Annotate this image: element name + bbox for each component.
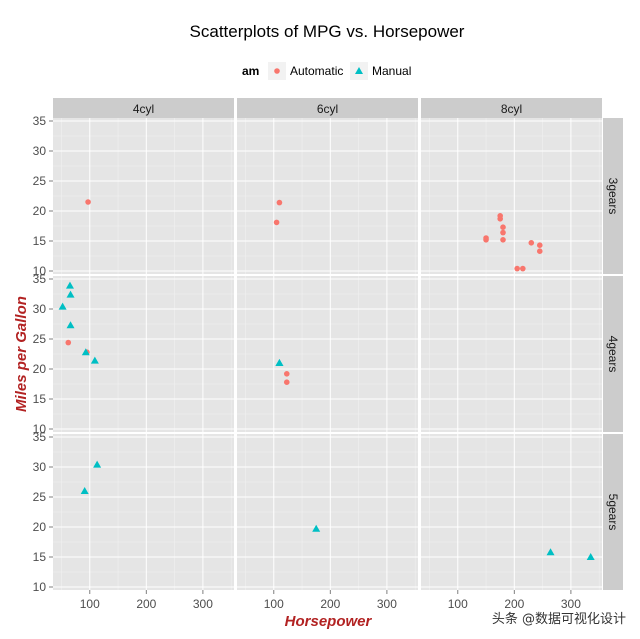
legend-title: am — [242, 64, 259, 78]
data-point-manual — [81, 348, 90, 356]
data-point-manual — [312, 524, 321, 532]
chart-title: Scatterplots of MPG vs. Horsepower — [190, 22, 465, 41]
y-tick-label: 10 — [33, 422, 47, 436]
data-point-manual — [546, 548, 555, 556]
data-point-automatic — [500, 237, 506, 243]
y-tick-label: 30 — [33, 144, 47, 158]
data-point-automatic — [514, 265, 520, 272]
y-axis-title: Miles per Gallon — [13, 296, 30, 412]
legend-label: Manual — [372, 64, 411, 78]
legend: am Automatic Manual — [242, 62, 411, 80]
facet-panels — [53, 118, 602, 590]
y-tick-label: 25 — [33, 174, 47, 188]
data-point-manual — [58, 302, 67, 310]
legend-marker-manual — [355, 67, 363, 74]
x-axis-title: Horsepower — [285, 613, 373, 630]
x-tick-label: 200 — [504, 597, 524, 611]
facet-strip-column — [421, 98, 602, 118]
y-tick-label: 35 — [33, 114, 47, 128]
data-point-automatic — [497, 213, 503, 219]
data-point-automatic — [528, 240, 535, 246]
y-tick-label: 20 — [33, 520, 47, 534]
facet-label-column: 8cyl — [501, 102, 522, 116]
y-tick-label: 15 — [33, 234, 47, 248]
data-point-manual — [93, 460, 102, 468]
x-tick-label: 200 — [136, 597, 156, 611]
facet-strip-column — [237, 98, 418, 118]
data-point-automatic — [500, 224, 506, 230]
y-tick-label: 15 — [33, 392, 47, 406]
y-tick-label: 20 — [33, 362, 47, 376]
data-point-automatic — [483, 237, 489, 243]
x-tick-label: 100 — [448, 597, 468, 611]
facet-strip-row — [603, 118, 623, 274]
facet-strip-row — [603, 276, 623, 432]
x-tick-label: 200 — [320, 597, 340, 611]
facet-label-column: 6cyl — [317, 102, 338, 116]
x-tick-label: 100 — [264, 597, 284, 611]
data-point-automatic — [273, 219, 280, 226]
data-point-automatic — [520, 265, 526, 272]
data-point-manual — [90, 356, 99, 364]
data-point-automatic — [536, 242, 543, 248]
data-point-manual — [66, 290, 75, 298]
data-point-automatic — [283, 371, 290, 377]
y-tick-label: 25 — [33, 332, 47, 346]
legend-marker-automatic — [274, 68, 280, 74]
facet-strips: 4cyl 6cyl 8cyl 3gears 4gears 5gears — [53, 98, 623, 590]
y-tick-label: 35 — [33, 272, 47, 286]
data-point-manual — [65, 281, 74, 289]
data-point-automatic — [536, 248, 543, 254]
facet-label-row: 4gears — [606, 336, 620, 373]
watermark-text: 头条 @数据可视化设计 — [491, 612, 626, 627]
y-tick-label: 15 — [33, 550, 47, 564]
legend-label: Automatic — [290, 64, 343, 78]
data-point-manual — [66, 321, 75, 329]
facet-label-row: 5gears — [606, 494, 620, 531]
data-points — [58, 199, 595, 560]
data-point-manual — [275, 359, 284, 366]
facet-label-column: 4cyl — [133, 102, 154, 116]
facet-strip-column — [53, 98, 234, 118]
data-point-automatic — [500, 229, 506, 236]
facet-label-row: 3gears — [606, 178, 620, 215]
facet-strip-row — [603, 434, 623, 590]
x-tick-label: 300 — [561, 597, 581, 611]
x-tick-label: 300 — [377, 597, 397, 611]
y-tick-label: 20 — [33, 204, 47, 218]
data-point-automatic — [276, 199, 283, 206]
data-point-automatic — [65, 339, 72, 346]
data-point-manual — [80, 487, 89, 494]
y-tick-label: 10 — [33, 580, 47, 594]
x-tick-label: 100 — [80, 597, 100, 611]
x-tick-label: 300 — [193, 597, 213, 611]
y-tick-label: 30 — [33, 302, 47, 316]
data-point-manual — [586, 553, 595, 560]
y-tick-label: 30 — [33, 460, 47, 474]
data-point-automatic — [283, 379, 290, 386]
data-point-automatic — [85, 199, 91, 205]
y-tick-label: 25 — [33, 490, 47, 504]
y-tick-label: 10 — [33, 264, 47, 278]
y-tick-label: 35 — [33, 430, 47, 444]
